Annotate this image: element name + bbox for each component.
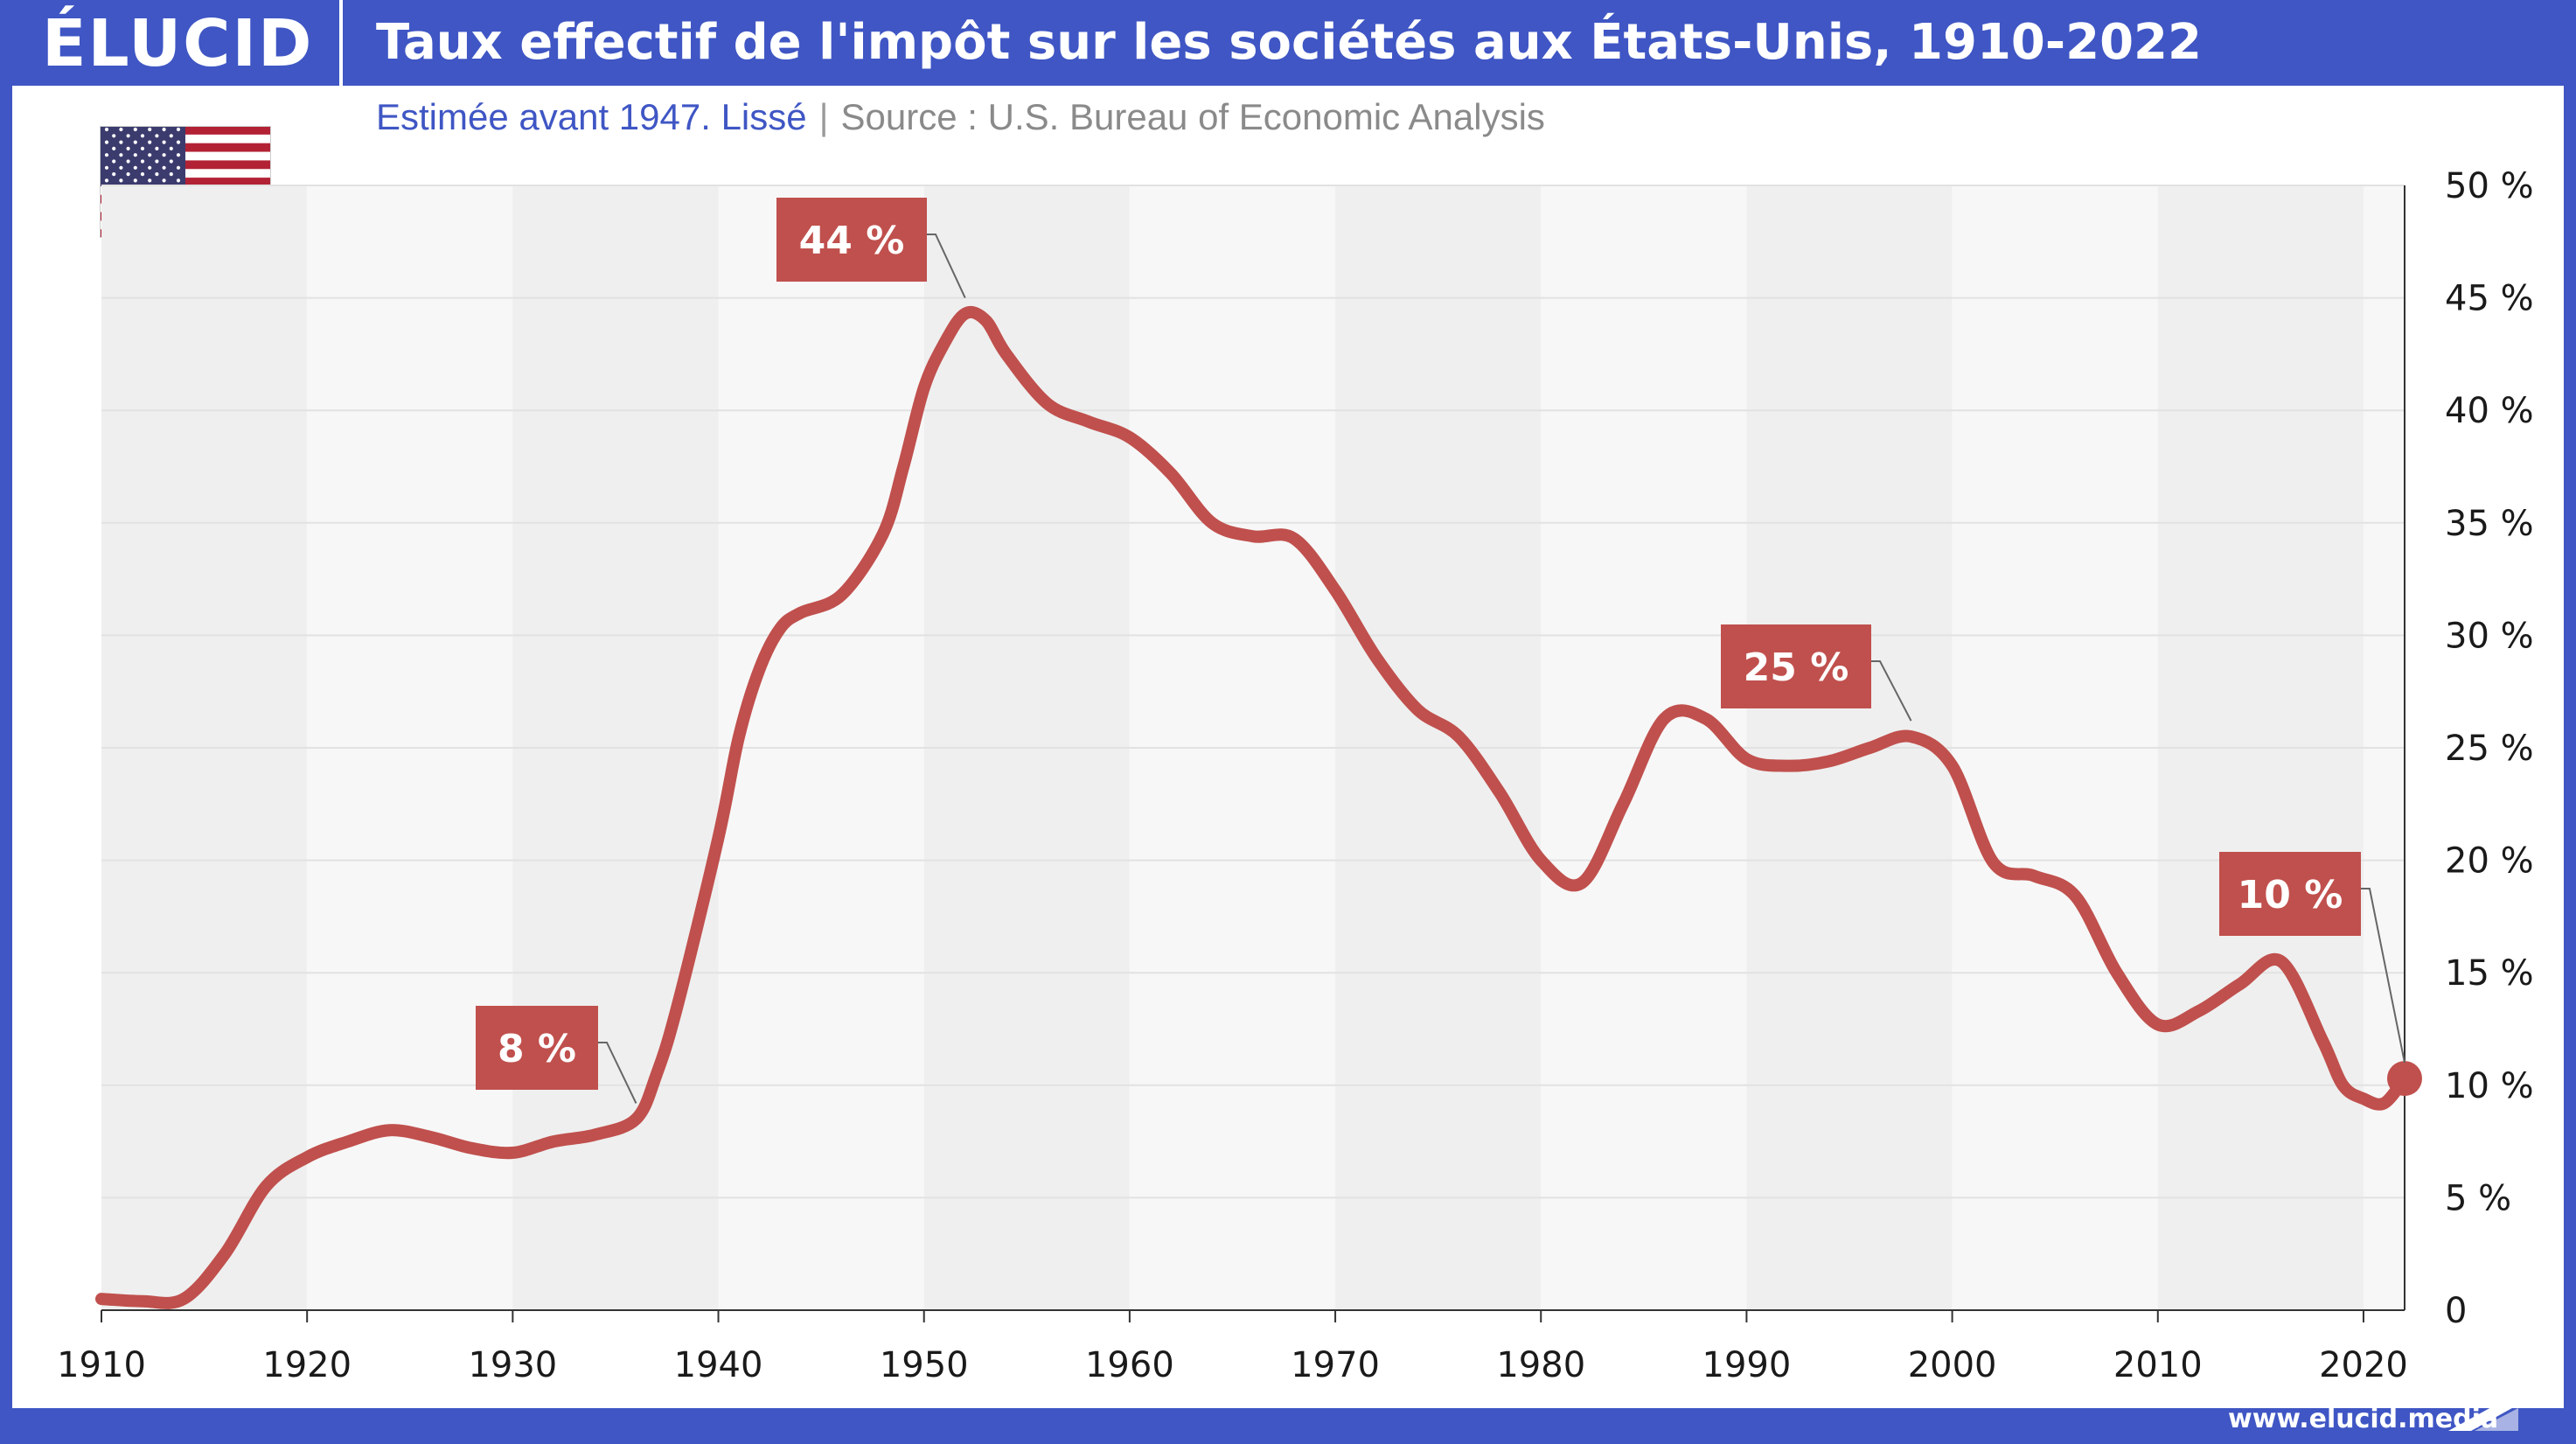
annotation-text: 25 % xyxy=(1744,645,1849,690)
annotation-leader xyxy=(927,234,966,299)
x-tick-label: 2000 xyxy=(1908,1345,1997,1385)
x-axis-ticks: 1910 1920 1930 1940 1950 1960 1970 1980 1990 2000… xyxy=(57,1310,2408,1385)
x-tick-label: 1970 xyxy=(1291,1345,1380,1385)
annotation-text: 10 % xyxy=(2238,873,2343,917)
series-line xyxy=(95,305,2411,1309)
chart-gridlines xyxy=(101,185,2405,1199)
y-tick-label: 20 % xyxy=(2445,841,2534,882)
annotation-box xyxy=(476,1006,598,1090)
y-tick-label: 5 % xyxy=(2445,1178,2511,1218)
subtitle-source: Source : U.S. Bureau of Economic Analysi… xyxy=(840,96,1545,137)
x-tick-label: 1990 xyxy=(1702,1345,1792,1385)
annotation-box xyxy=(776,198,927,282)
y-tick-label: 10 % xyxy=(2445,1066,2534,1106)
chart-axes xyxy=(101,185,2405,1311)
annotation-leader xyxy=(1871,660,1912,722)
annotation-label: 25 % xyxy=(1721,624,1912,722)
y-tick-label: 25 % xyxy=(2445,729,2534,769)
x-tick-label: 2020 xyxy=(2319,1345,2408,1385)
x-tick-label: 1980 xyxy=(1496,1345,1585,1385)
y-axis-ticks: 0 5 % 10 % 15 % 20 % 25 % 30 % 35 % 40 % 45 % 50 % xyxy=(2445,166,2534,1331)
chart-series xyxy=(95,305,2422,1309)
elucid-logo[interactable]: ÉLUCID xyxy=(42,6,314,81)
annotation-leader xyxy=(2361,888,2405,1064)
y-tick-label: 15 % xyxy=(2445,953,2534,994)
annotation-box xyxy=(2219,852,2361,936)
y-tick-label: 50 % xyxy=(2445,166,2534,206)
x-tick-label: 2010 xyxy=(2113,1345,2203,1385)
annotation-leader xyxy=(598,1042,637,1104)
subtitle-separator: | xyxy=(818,96,829,137)
y-tick-label: 35 % xyxy=(2445,504,2534,544)
y-tick-label: 40 % xyxy=(2445,391,2534,431)
y-tick-label: 45 % xyxy=(2445,279,2534,319)
annotation-label: 44 % xyxy=(776,198,966,299)
x-tick-label: 1940 xyxy=(674,1345,763,1385)
annotation-text: 8 % xyxy=(498,1027,576,1071)
end-point-marker xyxy=(2387,1061,2422,1097)
x-tick-label: 1910 xyxy=(57,1345,146,1385)
x-tick-label: 1960 xyxy=(1085,1345,1174,1385)
logo-divider xyxy=(339,0,343,86)
y-tick-label: 0 xyxy=(2445,1291,2467,1331)
annotation-label: 10 % xyxy=(2219,852,2405,1064)
annotation-text: 44 % xyxy=(799,219,905,263)
x-tick-label: 1930 xyxy=(468,1345,557,1385)
chart-title: Taux effectif de l'impôt sur les société… xyxy=(376,14,2202,71)
chart-subtitle: Estimée avant 1947. Lissé | Source : U.S. … xyxy=(376,96,1545,138)
subtitle-note: Estimée avant 1947. Lissé xyxy=(376,96,807,137)
annotation-box xyxy=(1721,624,1871,708)
elucid-arrow-icon xyxy=(2448,1392,2518,1431)
annotation-label: 8 % xyxy=(476,1006,637,1104)
y-tick-label: 30 % xyxy=(2445,616,2534,656)
chart-annotations: 8 % 44 % 25 % 10 % xyxy=(476,198,2405,1104)
x-tick-label: 1950 xyxy=(880,1345,969,1385)
x-tick-label: 1920 xyxy=(262,1345,352,1385)
